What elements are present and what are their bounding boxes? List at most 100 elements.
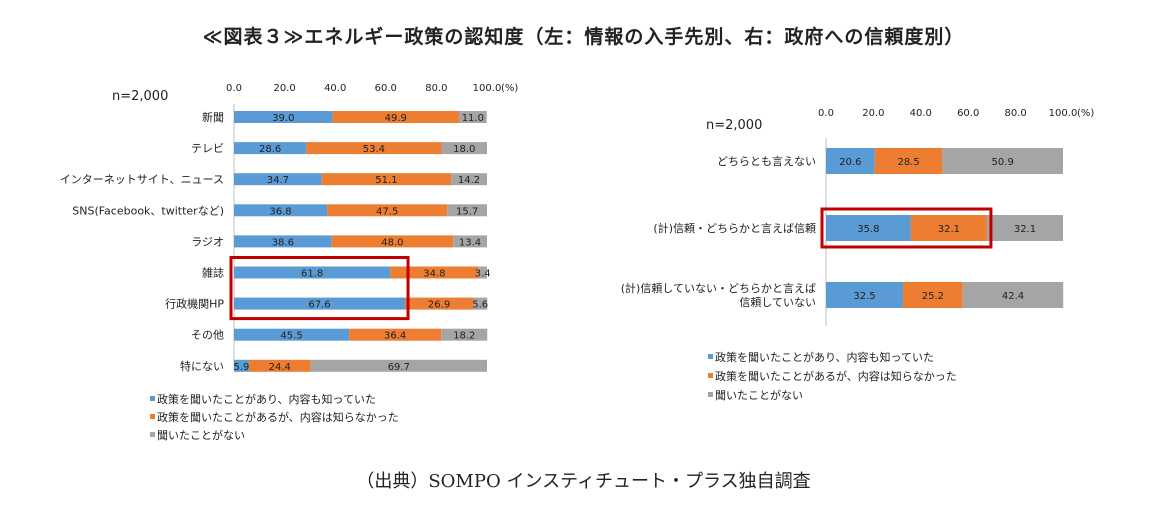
figure-title: ≪図表３≫エネルギー政策の認知度（左：情報の入手先別、右：政府への信頼度別） xyxy=(202,26,965,48)
data-label: 34.8 xyxy=(423,269,445,280)
data-label: 24.4 xyxy=(269,362,291,373)
bar-segment xyxy=(332,111,459,123)
data-label: 26.9 xyxy=(428,300,450,311)
category-label: (計)信頼・どちらかと言えば信頼 xyxy=(653,221,816,235)
highlight-box xyxy=(820,207,993,249)
bar-segment xyxy=(441,328,488,341)
data-label: 39.0 xyxy=(272,113,294,124)
bar-segment xyxy=(331,235,454,248)
bar-segment xyxy=(962,282,1064,308)
category-label: その他 xyxy=(191,329,224,342)
data-label: 53.4 xyxy=(363,144,385,155)
category-label: どちらとも言えない xyxy=(717,155,816,168)
x-tick-label: 60.0 xyxy=(375,83,397,94)
bar-segment xyxy=(327,204,448,217)
bar-segment xyxy=(826,215,911,241)
left-chart: n=2,000 0.0 20.0 40.0 60.0 80.0 100.0 (%) 新聞 39.0… xyxy=(60,83,519,442)
legend-swatch xyxy=(708,354,713,359)
x-tick-label: 60.0 xyxy=(957,108,979,119)
bar-segment xyxy=(473,297,488,310)
data-label: 28.5 xyxy=(897,157,919,168)
bar-segment xyxy=(321,173,452,186)
data-label: 67.6 xyxy=(308,300,330,311)
data-label: 25.2 xyxy=(922,291,944,302)
legend-swatch xyxy=(150,432,155,437)
data-label: 32.1 xyxy=(1014,224,1036,235)
x-tick-label: 20.0 xyxy=(273,83,295,94)
data-label: 32.1 xyxy=(938,224,960,235)
category-label: テレビ xyxy=(191,142,224,155)
bar-segment xyxy=(306,142,442,155)
data-label: 50.9 xyxy=(992,157,1014,168)
bar-segment xyxy=(390,266,479,279)
category-label: 雑誌 xyxy=(202,266,224,280)
x-tick-label: 80.0 xyxy=(1004,108,1026,119)
data-label: 13.4 xyxy=(459,237,481,248)
data-label: 36.8 xyxy=(269,206,291,217)
bar-segment xyxy=(248,359,311,372)
source-note: （出典）SOMPO インスティチュート・プラス独自調査 xyxy=(356,471,811,492)
bar-segment xyxy=(234,204,328,217)
bar-segment xyxy=(234,266,391,279)
category-label: 信頼していない xyxy=(739,296,816,309)
highlight-box xyxy=(229,256,410,321)
x-tick-label: 100.0 xyxy=(1049,108,1078,119)
data-label: 61.8 xyxy=(301,269,323,280)
data-label: 20.6 xyxy=(839,157,861,168)
legend-label: 政策を聞いたことがあるが、内容は知らなかった xyxy=(157,410,399,424)
category-label: SNS(Facebook、twitterなど) xyxy=(72,204,224,217)
data-label: 48.0 xyxy=(381,237,403,248)
bar-segment xyxy=(234,359,249,372)
x-tick-label: 40.0 xyxy=(324,83,346,94)
bar-segment xyxy=(234,111,333,123)
data-label: 69.7 xyxy=(388,362,410,373)
bar-segment xyxy=(441,142,487,155)
bar-segment xyxy=(349,328,442,341)
right-chart: n=2,000 0.0 20.0 40.0 60.0 80.0 100.0 (%) どちらとも言… xyxy=(621,108,1095,402)
bar-segment xyxy=(458,111,487,123)
data-label: 34.7 xyxy=(267,175,289,186)
legend-label: 政策を聞いたことがあるが、内容は知らなかった xyxy=(715,369,957,383)
data-label: 11.0 xyxy=(462,113,484,124)
bar-segment xyxy=(310,359,487,372)
bar-segment xyxy=(478,266,487,279)
category-label: 新聞 xyxy=(202,110,224,124)
data-label: 49.9 xyxy=(385,113,407,124)
data-label: 32.5 xyxy=(853,291,875,302)
bar-segment xyxy=(447,204,487,217)
category-label: (計)信頼していない・どちらかと言えば xyxy=(621,281,816,295)
legend-swatch xyxy=(150,414,155,419)
bar-segment xyxy=(234,235,332,248)
legend-swatch xyxy=(150,396,155,401)
data-label: 51.1 xyxy=(375,175,397,186)
data-label: 36.4 xyxy=(384,331,406,342)
data-label: 5.9 xyxy=(234,362,250,373)
data-label: 18.0 xyxy=(453,144,475,155)
x-tick-label: 20.0 xyxy=(862,108,884,119)
bar-segment xyxy=(234,328,350,341)
bar-segment xyxy=(405,297,474,310)
bar-segment xyxy=(453,235,487,248)
unit-label: (%) xyxy=(1077,108,1094,119)
legend-label: 政策を聞いたことがあり、内容も知っていた xyxy=(715,350,934,364)
category-label: インターネットサイト、ニュース xyxy=(60,173,224,186)
bar-segment xyxy=(451,173,487,186)
data-label: 18.2 xyxy=(453,331,475,342)
x-tick-label: 0.0 xyxy=(818,108,834,119)
legend-swatch xyxy=(708,373,713,378)
legend-swatch xyxy=(708,392,713,397)
data-label: 5.6 xyxy=(472,300,488,311)
bar-segment xyxy=(826,282,904,308)
sample-size-label: n=2,000 xyxy=(112,89,168,104)
bar-segment xyxy=(986,215,1063,241)
bar-segment xyxy=(942,148,1063,174)
data-label: 42.4 xyxy=(1002,291,1024,302)
category-label: 特にない xyxy=(180,359,224,373)
legend-label: 聞いたことがない xyxy=(715,388,803,402)
bar-segment xyxy=(826,148,875,174)
category-label: ラジオ xyxy=(191,235,224,248)
category-label: 行政機関HP xyxy=(165,297,224,311)
bar-segment xyxy=(874,148,943,174)
data-label: 45.5 xyxy=(280,331,302,342)
